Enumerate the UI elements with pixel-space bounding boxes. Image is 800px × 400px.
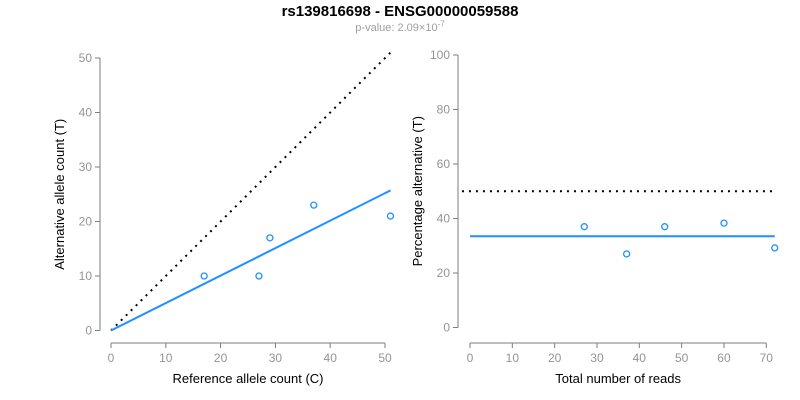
y-tick-label: 40 xyxy=(79,106,93,120)
y-tick-label: 60 xyxy=(437,157,451,171)
y-tick-label: 0 xyxy=(443,321,450,335)
x-tick-label: 50 xyxy=(675,351,689,365)
x-tick-label: 30 xyxy=(269,351,283,365)
x-tick-label: 20 xyxy=(548,351,562,365)
x-tick-label: 70 xyxy=(760,351,774,365)
y-tick-label: 20 xyxy=(437,266,451,280)
identity-line xyxy=(110,51,392,332)
y-tick-label: 30 xyxy=(79,160,93,174)
pvalue-exponent: -7 xyxy=(437,19,445,29)
x-tick-label: 20 xyxy=(214,351,228,365)
percentage-alternative-plot-area: 0 20 40 60 80 100 0 10 20 30 40 50 60 70 Total number … xyxy=(410,48,779,386)
x-tick-label: 30 xyxy=(590,351,604,365)
data-point xyxy=(386,212,395,220)
data-point xyxy=(771,244,779,252)
x-tick-label: 10 xyxy=(159,351,173,365)
x-tick-label: 0 xyxy=(108,351,115,365)
y-axis-title: Alternative allele count (T) xyxy=(52,119,67,270)
y-tick-label: 50 xyxy=(79,51,93,65)
figure-title: rs139816698 - ENSG00000059588 xyxy=(281,3,519,20)
scatter-plot-percentage: 0 20 40 60 80 100 0 10 20 30 40 50 60 70 Total number … xyxy=(410,48,779,386)
x-tick-label: 60 xyxy=(717,351,731,365)
y-tick-label: 80 xyxy=(437,103,451,117)
y-tick-label: 20 xyxy=(79,215,93,229)
data-point xyxy=(200,272,208,280)
x-axis-title: Reference allele count (C) xyxy=(172,371,323,386)
allele-counts-plot-area: 0 10 20 30 40 50 0 10 20 30 40 50 Reference allele c… xyxy=(52,51,395,386)
x-tick-label: 40 xyxy=(324,351,338,365)
y-axis-title: Percentage alternative (T) xyxy=(410,116,425,266)
y-tick-label: 10 xyxy=(79,269,93,283)
y-tick-label: 40 xyxy=(437,212,451,226)
figure-header: rs139816698 - ENSG00000059588 p-value: 2… xyxy=(0,0,800,35)
data-point xyxy=(310,201,318,209)
y-tick-label: 100 xyxy=(430,48,450,62)
pvalue-text: p-value: 2.09×10 xyxy=(355,22,438,34)
data-point xyxy=(266,234,274,242)
data-point xyxy=(661,223,669,231)
data-point xyxy=(720,219,728,227)
data-point xyxy=(622,250,631,258)
fit-line xyxy=(110,189,391,332)
data-point xyxy=(580,223,588,231)
figure-subtitle: p-value: 2.09×10-7 xyxy=(0,19,800,34)
x-tick-label: 10 xyxy=(506,351,520,365)
data-point xyxy=(255,272,263,280)
y-tick-label: 0 xyxy=(85,324,92,338)
scatter-plot-allele-counts: 0 10 20 30 40 50 0 10 20 30 40 50 Reference allele c… xyxy=(52,51,395,386)
x-tick-label: 50 xyxy=(378,351,392,365)
x-axis-title: Total number of reads xyxy=(555,371,681,386)
x-tick-label: 40 xyxy=(633,351,647,365)
x-tick-label: 0 xyxy=(467,351,474,365)
